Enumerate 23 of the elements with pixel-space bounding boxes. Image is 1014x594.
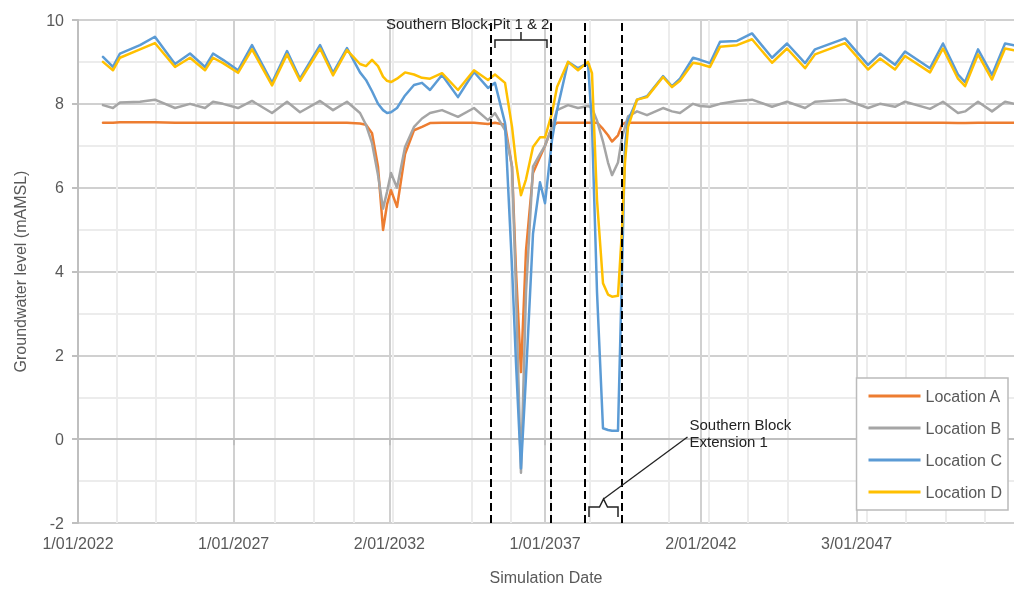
x-axis-title: Simulation Date [489, 568, 603, 586]
line-series [101, 38, 1014, 298]
y-tick-label: -2 [49, 514, 65, 532]
annotation: Southern Block Extension 1 [689, 416, 792, 450]
legend-label: Location C [925, 451, 1003, 469]
y-tick-label: 6 [55, 179, 65, 197]
line-series [101, 98, 1014, 474]
x-tick-label: 1/01/2022 [42, 534, 114, 552]
x-tick-label: 1/01/2027 [198, 534, 270, 552]
x-tick-label: 2/01/2032 [353, 534, 426, 552]
x-tick-label: 3/01/2047 [821, 534, 893, 552]
legend-label: Location B [925, 419, 1002, 437]
x-tick-label: 1/01/2037 [509, 534, 581, 552]
legend-label: Location A [925, 387, 1001, 405]
annotation: Southern Block-Pit 1 & 2 [385, 15, 550, 32]
y-tick-label: 4 [55, 263, 65, 280]
y-axis-title: Groundwater level (mAMSL) [11, 170, 29, 373]
y-tick-label: 0 [55, 430, 65, 448]
x-tick-label: 2/01/2042 [665, 534, 737, 552]
legend-label: Location D [925, 483, 1003, 501]
y-tick-label: 2 [55, 346, 65, 364]
y-tick-label: 8 [55, 95, 65, 113]
y-tick-label: 10 [46, 11, 65, 29]
